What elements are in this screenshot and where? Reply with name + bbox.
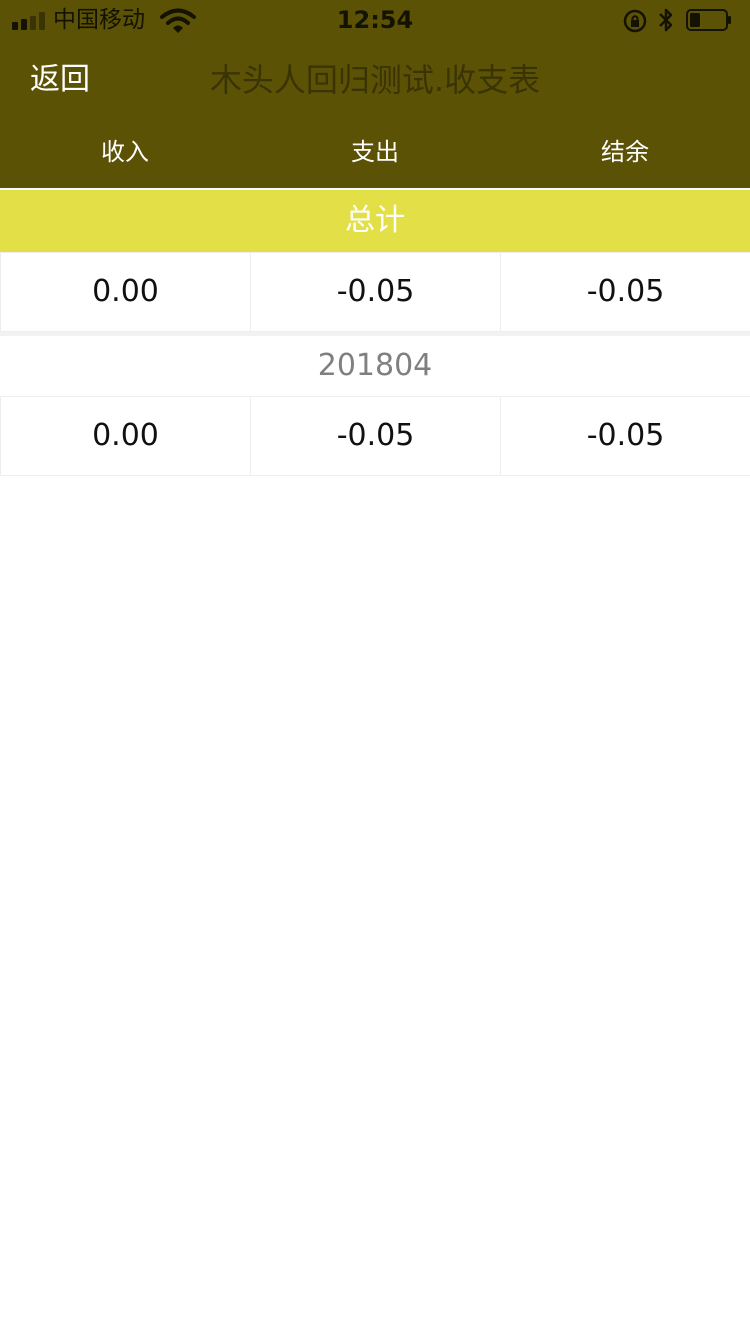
status-bar: 中国移动 12:54 [0,0,750,40]
column-header-balance: 结余 [601,138,649,166]
total-income-cell: 0.00 [0,253,250,331]
section-divider [0,332,750,336]
orientation-lock-icon [623,9,647,33]
total-section-header: 总计 [0,190,750,252]
bluetooth-icon [659,8,673,32]
total-row[interactable]: 0.00 -0.05 -0.05 [0,252,750,332]
wifi-icon [160,8,196,33]
column-header-income: 收入 [101,138,149,166]
signal-bars-icon [12,12,48,30]
month-balance-cell: -0.05 [500,397,750,475]
total-balance-cell: -0.05 [500,253,750,331]
month-income-cell: 0.00 [0,397,250,475]
back-button[interactable]: 返回 [30,62,90,97]
column-headers: 收入 支出 结余 [0,130,750,174]
battery-icon [686,9,731,31]
carrier-name: 中国移动 [53,7,145,33]
total-expense-cell: -0.05 [250,253,500,331]
clock: 12:54 [336,6,414,34]
column-header-expense: 支出 [351,138,399,166]
month-section-header: 201804 [317,348,433,383]
month-row[interactable]: 0.00 -0.05 -0.05 [0,396,750,476]
month-expense-cell: -0.05 [250,397,500,475]
header: 中国移动 12:54 返回 木头人回归测试.收支表 收入 支出 结余 [0,0,750,188]
page-title: 木头人回归测试.收支表 [209,61,541,99]
